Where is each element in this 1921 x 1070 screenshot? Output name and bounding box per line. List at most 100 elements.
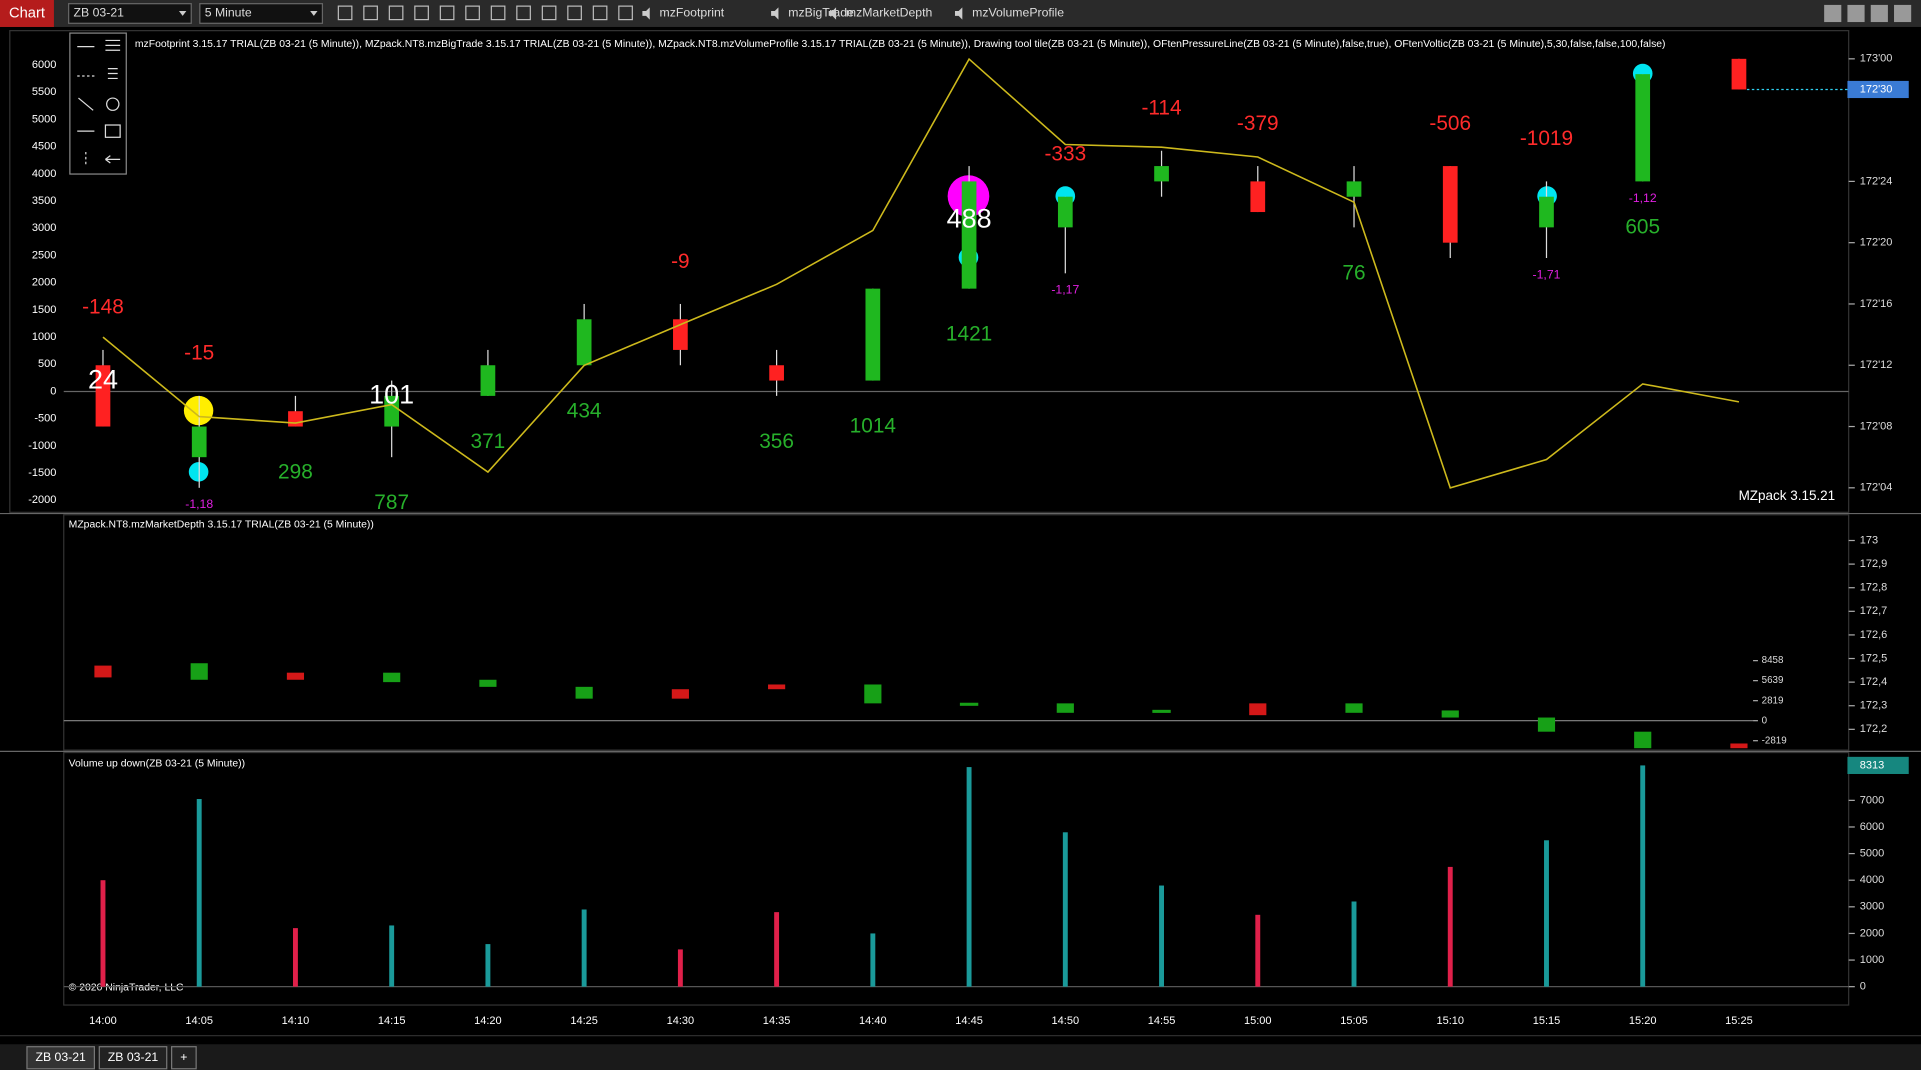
tab-bar <box>0 1044 1921 1070</box>
candle-body <box>1634 731 1652 749</box>
tab[interactable] <box>26 1046 96 1070</box>
candle-body <box>1057 196 1073 228</box>
delta-label: -15 <box>184 342 214 365</box>
tool-icon[interactable] <box>337 5 353 21</box>
candle-body <box>191 426 207 458</box>
y2-tick-label: -2819 <box>1762 735 1787 746</box>
y-tick-label: 1000 <box>1860 954 1885 966</box>
candle-body <box>1056 703 1074 713</box>
y2-tick-label: 0 <box>1762 715 1768 726</box>
delta-label: -506 <box>1429 112 1471 135</box>
delta-label: -114 <box>1141 97 1181 120</box>
tool-icon[interactable] <box>439 5 455 21</box>
volume-bar <box>1062 832 1068 987</box>
x-tick-label: 15:00 <box>1244 1015 1272 1027</box>
y-tick-label: 172'20 <box>1860 237 1893 249</box>
tab-label: + <box>180 1050 187 1064</box>
x-tick-label: 14:10 <box>282 1015 310 1027</box>
window-button[interactable] <box>1870 4 1888 23</box>
window-button[interactable] <box>1824 4 1842 23</box>
candle-body <box>959 702 979 706</box>
total-label: 76 <box>1342 261 1365 284</box>
y-tick-label: 6000 <box>1860 821 1885 833</box>
tool-icon[interactable] <box>541 5 557 21</box>
y2-tick-label: -2000 <box>28 494 56 506</box>
y2-tick-label: 2819 <box>1762 695 1784 706</box>
indicator-button[interactable]: mzMarketDepth <box>846 6 933 20</box>
total-label: 605 <box>1625 215 1660 238</box>
candle-body <box>769 365 784 381</box>
x-tick-label: 14:30 <box>667 1015 695 1027</box>
y2-tick-label: 5500 <box>32 86 57 98</box>
tool-icon[interactable] <box>516 5 531 21</box>
volume-bar <box>870 933 876 987</box>
y2-tick-label: 5639 <box>1762 675 1784 686</box>
y-tick-label: 172'12 <box>1860 359 1893 371</box>
x-tick-label: 14:45 <box>955 1015 983 1027</box>
candle-body <box>95 365 111 427</box>
y2-tick-label: 2500 <box>32 249 57 261</box>
tab-label: ZB 03-21 <box>35 1050 86 1064</box>
x-tick-label: 14:05 <box>185 1015 213 1027</box>
tool-icon[interactable] <box>414 5 429 21</box>
y-tick-label: 172,7 <box>1860 605 1888 617</box>
depth-panel <box>63 514 1850 751</box>
candle-body <box>864 684 882 704</box>
chart-tab[interactable] <box>0 0 54 27</box>
window-button[interactable] <box>1847 4 1865 23</box>
y2-tick-label: -1500 <box>28 467 56 479</box>
volume-bar <box>389 925 395 987</box>
y2-tick-label: 8458 <box>1762 655 1784 666</box>
candle-body <box>671 689 689 699</box>
tool-icon[interactable] <box>592 5 608 21</box>
candle-body <box>288 411 303 427</box>
big-label: 101 <box>369 380 414 410</box>
tabs: ZB 03-21 ZB 03-21 + <box>26 1046 197 1070</box>
tab[interactable] <box>98 1046 168 1070</box>
y-tick-label: 172'08 <box>1860 420 1893 432</box>
tool-icon[interactable] <box>490 5 506 21</box>
tool-icon[interactable] <box>567 5 582 21</box>
volume-panel <box>63 751 1850 1006</box>
volume-bar <box>966 767 972 987</box>
tool-icon[interactable] <box>618 5 633 21</box>
window-button[interactable] <box>1894 4 1912 23</box>
tool-icon[interactable] <box>465 5 480 21</box>
last-value-box <box>1847 756 1909 774</box>
last-price-label: 172'30 <box>1860 83 1893 95</box>
instrument-select[interactable] <box>68 3 192 24</box>
drawing-tools[interactable] <box>69 32 127 175</box>
interval-select[interactable] <box>199 3 324 24</box>
candle-body <box>1731 58 1747 90</box>
delta-label: -379 <box>1237 112 1279 135</box>
tool-icon[interactable] <box>363 5 378 21</box>
volume-bar <box>100 880 106 987</box>
speaker-icon <box>954 7 963 20</box>
y-tick-label: 5000 <box>1860 847 1885 859</box>
min-delta-label: -1,71 <box>1533 267 1561 281</box>
candle-body <box>1152 709 1171 713</box>
delta-label: -148 <box>82 296 124 319</box>
tab[interactable] <box>171 1046 197 1070</box>
watermark: MZpack 3.15.21 <box>1739 488 1836 503</box>
candle-body <box>1346 181 1362 197</box>
tool-icon[interactable] <box>388 5 404 21</box>
indicator-button[interactable]: mzFootprint <box>660 6 725 20</box>
candle-body <box>576 319 592 366</box>
min-delta-label: -1,18 <box>185 497 213 511</box>
y2-tick-label: 6000 <box>32 59 57 71</box>
candle-body <box>384 395 400 427</box>
volume-bar <box>1255 914 1261 987</box>
delta-label: -333 <box>1044 143 1086 166</box>
indicator-button[interactable]: mzVolumeProfile <box>972 6 1064 20</box>
volume-bar <box>677 949 683 987</box>
indicator-button[interactable]: mzBigTrade <box>788 6 854 20</box>
x-tick-label: 14:50 <box>1052 1015 1080 1027</box>
total-label: 1421 <box>946 323 992 346</box>
depth-panel-title: MZpack.NT8.mzMarketDepth 3.15.17 TRIAL(Z… <box>69 519 374 530</box>
candle-body <box>1154 166 1169 182</box>
x-tick-label: 14:35 <box>763 1015 791 1027</box>
y2-tick-label: 3000 <box>32 222 57 234</box>
tool-icon <box>104 124 121 138</box>
